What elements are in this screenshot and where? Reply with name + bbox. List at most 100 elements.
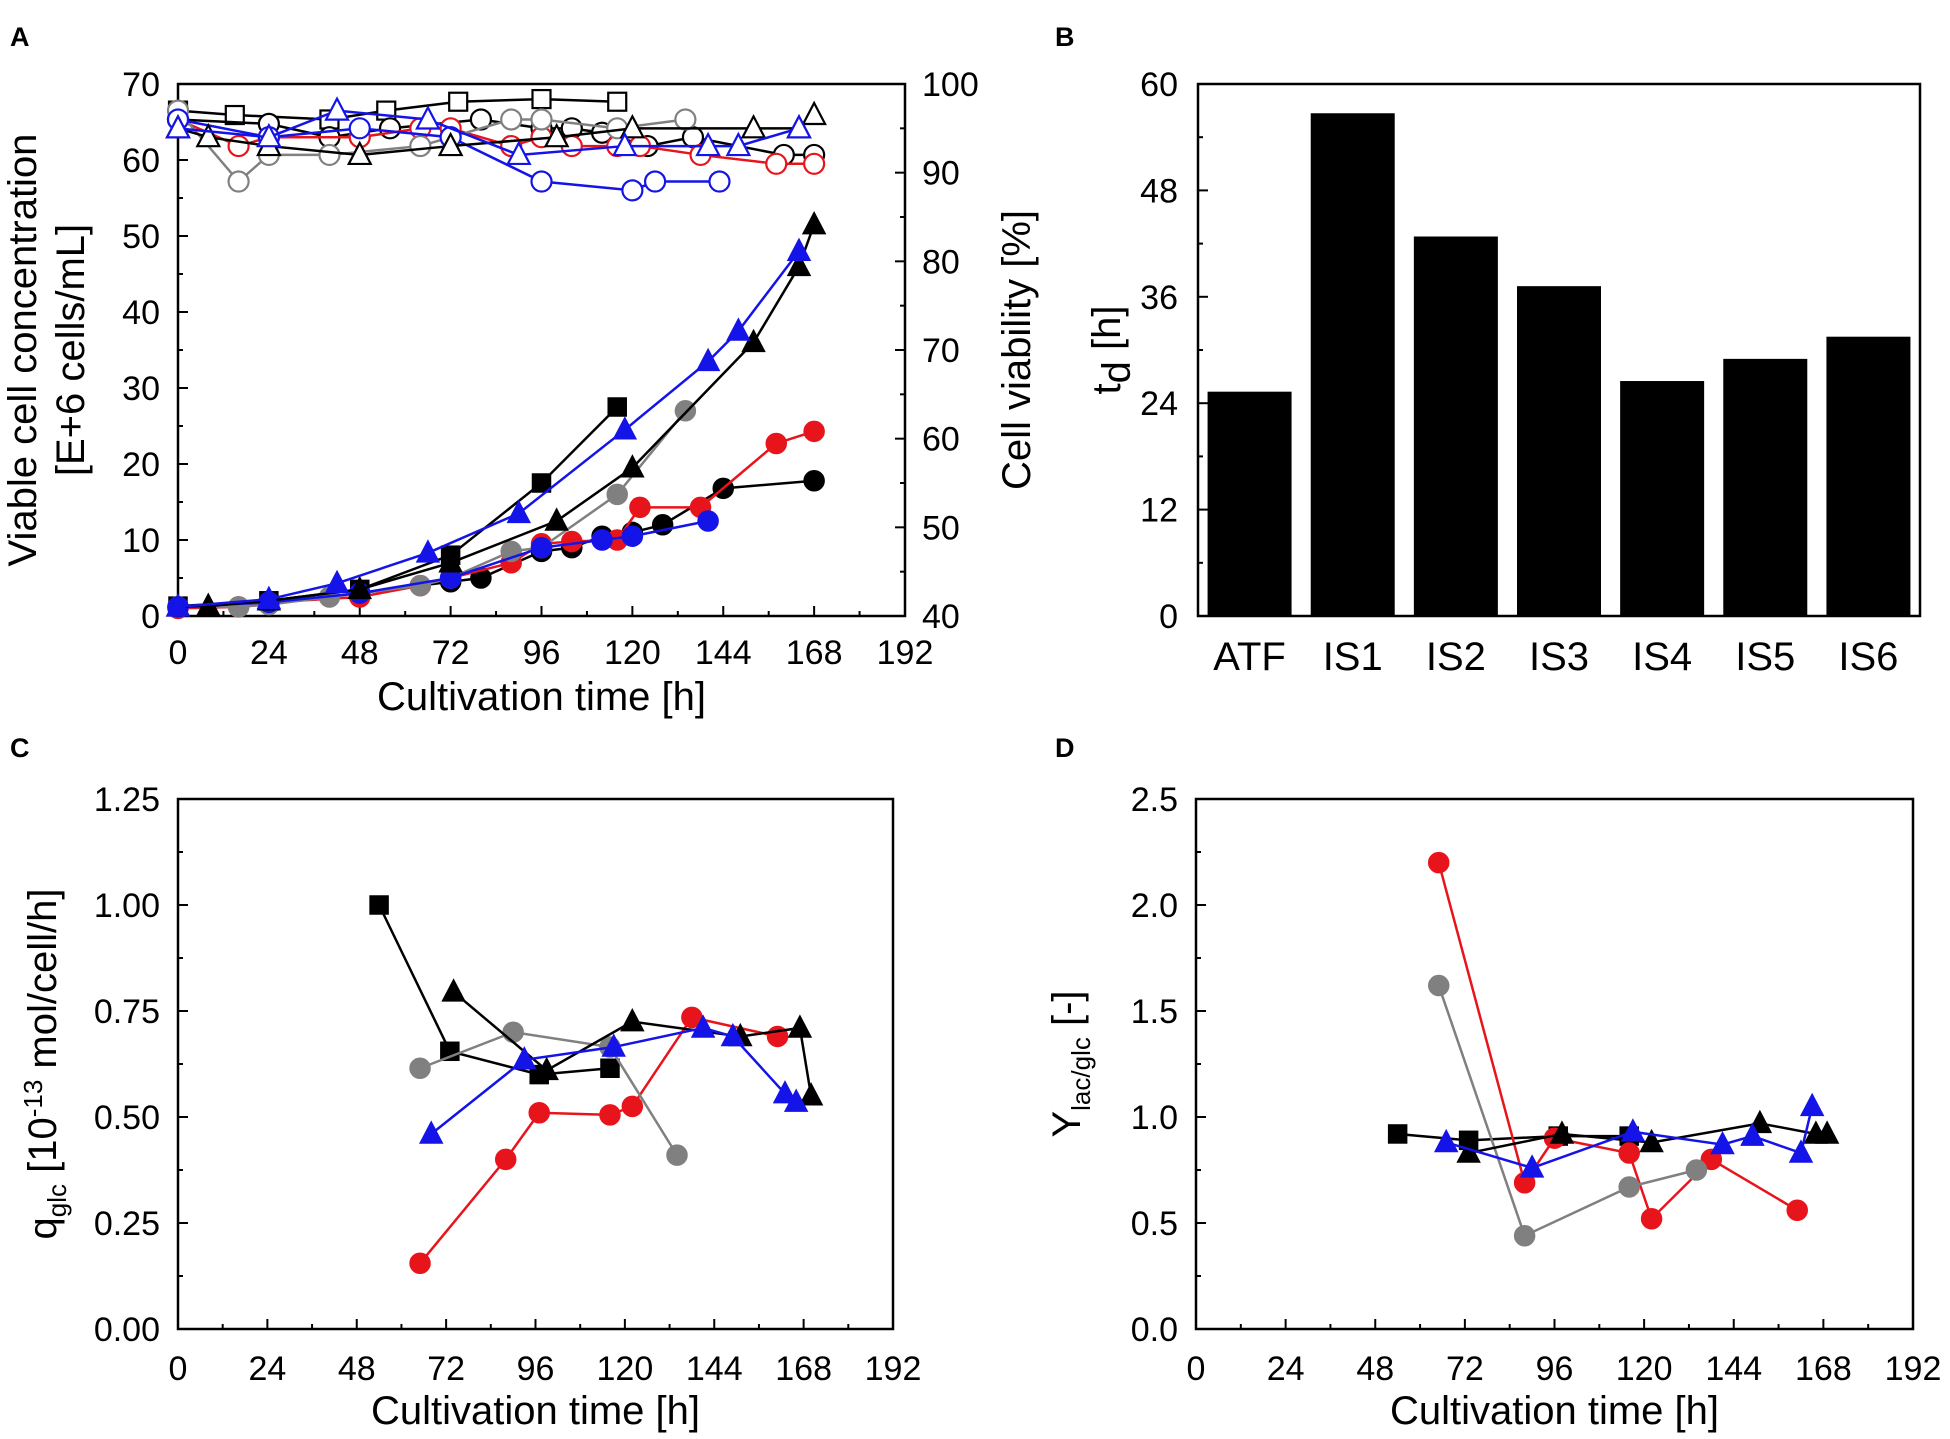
data-point [612,416,638,440]
y2-tick-label: 70 [922,332,960,370]
series-line [177,114,815,157]
y2-tick-label: 40 [922,598,960,636]
x-category-label-is6: IS6 [1838,635,1898,679]
x-tick-label: 192 [1885,1350,1942,1388]
y-tick-label: 0.0 [1131,1311,1178,1349]
data-point [530,108,553,131]
x-tick-label: 144 [1705,1350,1762,1388]
x-category-label-is5: IS5 [1735,635,1795,679]
series-is6-vcc [165,237,812,617]
y2-tick-label: 80 [922,243,960,281]
data-point [606,483,628,506]
chart-panel-c: 0 24 48 72 96 120 144 168 192 Cultivation time [h… [18,781,921,1433]
data-point [1427,974,1450,997]
data-point [1427,851,1450,874]
x-tick-label: 48 [338,1350,376,1388]
data-point [528,1102,550,1124]
data-point [783,1088,809,1112]
data-point [801,210,827,235]
data-point [1620,1118,1646,1142]
series-line [1437,862,1798,1222]
data-point [1639,1128,1664,1153]
y-tick-label: 0 [141,598,160,636]
data-point [1549,1120,1575,1144]
data-point [1640,1208,1663,1230]
data-point [643,170,667,193]
data-point [494,1148,517,1171]
y-axis-title-line1: Viable cell concentration [1,134,45,567]
data-point [695,131,721,157]
data-point [620,454,645,478]
data-point [620,1007,645,1032]
y-title-sub: glc [42,1184,72,1217]
data-point [224,104,245,126]
data-point [1618,1142,1640,1164]
data-point [690,1014,716,1038]
series-line [177,250,800,609]
data-point [708,170,731,193]
x-tick-label: 168 [1795,1350,1852,1388]
y2-axis-title: Cell viability [%] [995,210,1039,490]
data-point [324,96,350,121]
y-tick-label: 0.75 [94,993,160,1031]
y-tick-label: 30 [122,370,160,408]
series-line [177,224,816,609]
data-point [318,143,341,167]
series-line [178,410,687,609]
data-point [786,237,812,261]
data-point [438,549,463,573]
data-point [1788,1139,1814,1163]
x-tick-label: 120 [597,1350,654,1388]
bar-is1 [1310,113,1395,616]
y-title-rest: [-] [1045,990,1089,1037]
data-point [195,122,222,148]
series-is5-viability [165,100,827,166]
chart-panel-a: 0 24 48 72 96 120 144 168 192 Cultivation time [h… [1,66,1039,719]
data-point [409,134,432,158]
series-is2-rate [1427,851,1808,1230]
data-point [786,252,812,277]
data-point [346,140,373,166]
data-point [227,134,250,158]
data-point [418,1120,444,1144]
data-point [1786,1199,1808,1222]
y-title-rest: mol/cell/h] [21,889,65,1080]
y-tick-label: 0 [1159,598,1178,636]
data-point [505,140,532,166]
data-point [798,1082,824,1106]
y-tick-label: 1.5 [1131,993,1178,1031]
data-point [502,1021,524,1043]
x-category-label-atf: ATF [1213,635,1286,679]
y-title-sub: lac/glc [1066,1037,1096,1111]
y-axis-title-line2: [E+6 cells/mL] [49,224,93,476]
data-point [561,530,583,553]
data-point [674,400,697,422]
x-tick-label: 24 [1267,1350,1305,1388]
y-title-rest: [h] [1085,306,1129,362]
data-point [772,1080,798,1104]
data-point [803,152,826,175]
data-point [591,529,613,551]
data-point [409,1252,431,1275]
y-tick-label: 0.50 [94,1099,160,1137]
data-point [607,91,628,112]
panel-label-b: B [1055,22,1075,52]
data-point [369,895,389,915]
data-point [599,1104,621,1126]
y-tick-label: 70 [122,66,160,104]
data-point [530,170,553,193]
series-line [177,109,686,184]
y-tick-label: 1.00 [94,887,160,925]
x-tick-label: 0 [1187,1350,1206,1388]
x-axis-title: Cultivation time [h] [1390,1389,1719,1433]
series-line [419,1030,679,1156]
data-point [601,1033,626,1057]
y-tick-label: 2.5 [1131,781,1178,819]
x-category-label-is1: IS1 [1323,635,1383,679]
data-point [666,1144,688,1166]
data-point [607,397,627,417]
series-is5-vcc [165,210,827,617]
panel-label-a: A [10,22,30,52]
data-point [765,432,788,455]
data-point [1513,1224,1536,1247]
